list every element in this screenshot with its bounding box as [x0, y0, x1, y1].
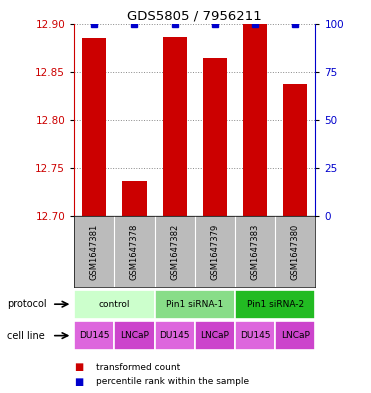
Text: Pin1 siRNA-1: Pin1 siRNA-1 — [166, 300, 223, 309]
Bar — [155, 321, 195, 350]
Text: protocol: protocol — [7, 299, 47, 309]
Text: control: control — [99, 300, 130, 309]
Text: LNCaP: LNCaP — [200, 331, 229, 340]
Text: cell line: cell line — [7, 331, 45, 341]
Text: DU145: DU145 — [160, 331, 190, 340]
Text: GSM1647380: GSM1647380 — [291, 223, 300, 280]
Bar — [122, 180, 147, 216]
Text: GSM1647382: GSM1647382 — [170, 223, 179, 280]
Bar — [114, 321, 155, 350]
Bar — [235, 321, 275, 350]
Text: GSM1647383: GSM1647383 — [250, 223, 260, 280]
Text: GSM1647381: GSM1647381 — [90, 223, 99, 280]
Bar — [203, 58, 227, 216]
Bar — [155, 290, 235, 319]
Text: GSM1647378: GSM1647378 — [130, 223, 139, 280]
Bar — [275, 321, 315, 350]
Bar — [243, 24, 267, 216]
Bar — [82, 38, 106, 216]
Bar — [195, 321, 235, 350]
Text: ■: ■ — [74, 362, 83, 373]
Text: LNCaP: LNCaP — [120, 331, 149, 340]
Bar — [74, 321, 114, 350]
Title: GDS5805 / 7956211: GDS5805 / 7956211 — [127, 9, 262, 22]
Bar — [162, 37, 187, 216]
Text: transformed count: transformed count — [96, 363, 181, 372]
Text: LNCaP: LNCaP — [281, 331, 310, 340]
Text: DU145: DU145 — [240, 331, 270, 340]
Text: Pin1 siRNA-2: Pin1 siRNA-2 — [247, 300, 304, 309]
Text: percentile rank within the sample: percentile rank within the sample — [96, 378, 250, 386]
Text: GSM1647379: GSM1647379 — [210, 223, 219, 280]
Text: ■: ■ — [74, 377, 83, 387]
Bar — [235, 290, 315, 319]
Bar — [283, 84, 307, 216]
Text: DU145: DU145 — [79, 331, 109, 340]
Bar — [74, 290, 155, 319]
